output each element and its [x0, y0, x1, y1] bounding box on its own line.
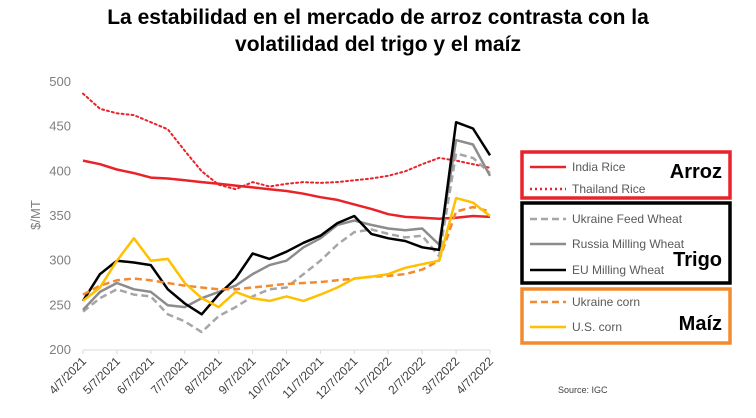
series-line-ukraine-corn [82, 205, 491, 296]
legend-label: EU Milling Wheat [572, 263, 665, 277]
x-tick-label: 4/7/2022 [453, 354, 496, 397]
y-axis-label: $/MT [28, 200, 43, 230]
axes: 2002503003504004505004/7/20215/7/20216/7… [46, 74, 496, 402]
legend-label: Ukraine Feed Wheat [572, 212, 683, 226]
legend-label: U.S. corn [572, 320, 622, 334]
y-tick-label: 200 [49, 342, 71, 357]
series-line-ukraine-feed-wheat [82, 152, 491, 334]
legend: India Rice Thailand Rice Arroz Ukraine Feed… [520, 150, 732, 345]
y-tick-label: 250 [49, 297, 71, 312]
y-tick-label: 300 [49, 253, 71, 268]
legend-box-2 [520, 287, 732, 345]
legend-group-label: Maíz [679, 313, 722, 335]
y-tick-label: 500 [49, 74, 71, 89]
source-note: Source: IGC [558, 385, 608, 395]
chart-title: La estabilidad en el mercado de arroz co… [0, 4, 756, 58]
series-line-eu-milling-wheat [81, 120, 492, 316]
legend-box-1 [520, 201, 732, 285]
legend-group-label: Trigo [673, 249, 722, 271]
series-line-u-s-corn [82, 196, 491, 309]
y-tick-label: 450 [49, 119, 71, 134]
legend-label: Russia Milling Wheat [572, 237, 685, 251]
legend-box-0 [520, 150, 732, 200]
series-line-india-rice [82, 159, 491, 220]
series-line-russia-milling-wheat [82, 138, 492, 311]
series-lines [81, 92, 492, 334]
legend-group-label: Arroz [670, 161, 722, 183]
legend-label: India Rice [572, 160, 626, 174]
legend-label: Thailand Rice [572, 182, 646, 196]
legend-label: Ukraine corn [572, 295, 640, 309]
series-line-thailand-rice [82, 92, 491, 191]
chart-title-line1: La estabilidad en el mercado de arroz co… [107, 6, 649, 29]
y-tick-label: 400 [49, 163, 71, 178]
chart-title-line2: volatilidad del trigo y el maíz [235, 33, 521, 56]
y-tick-label: 350 [49, 208, 71, 223]
